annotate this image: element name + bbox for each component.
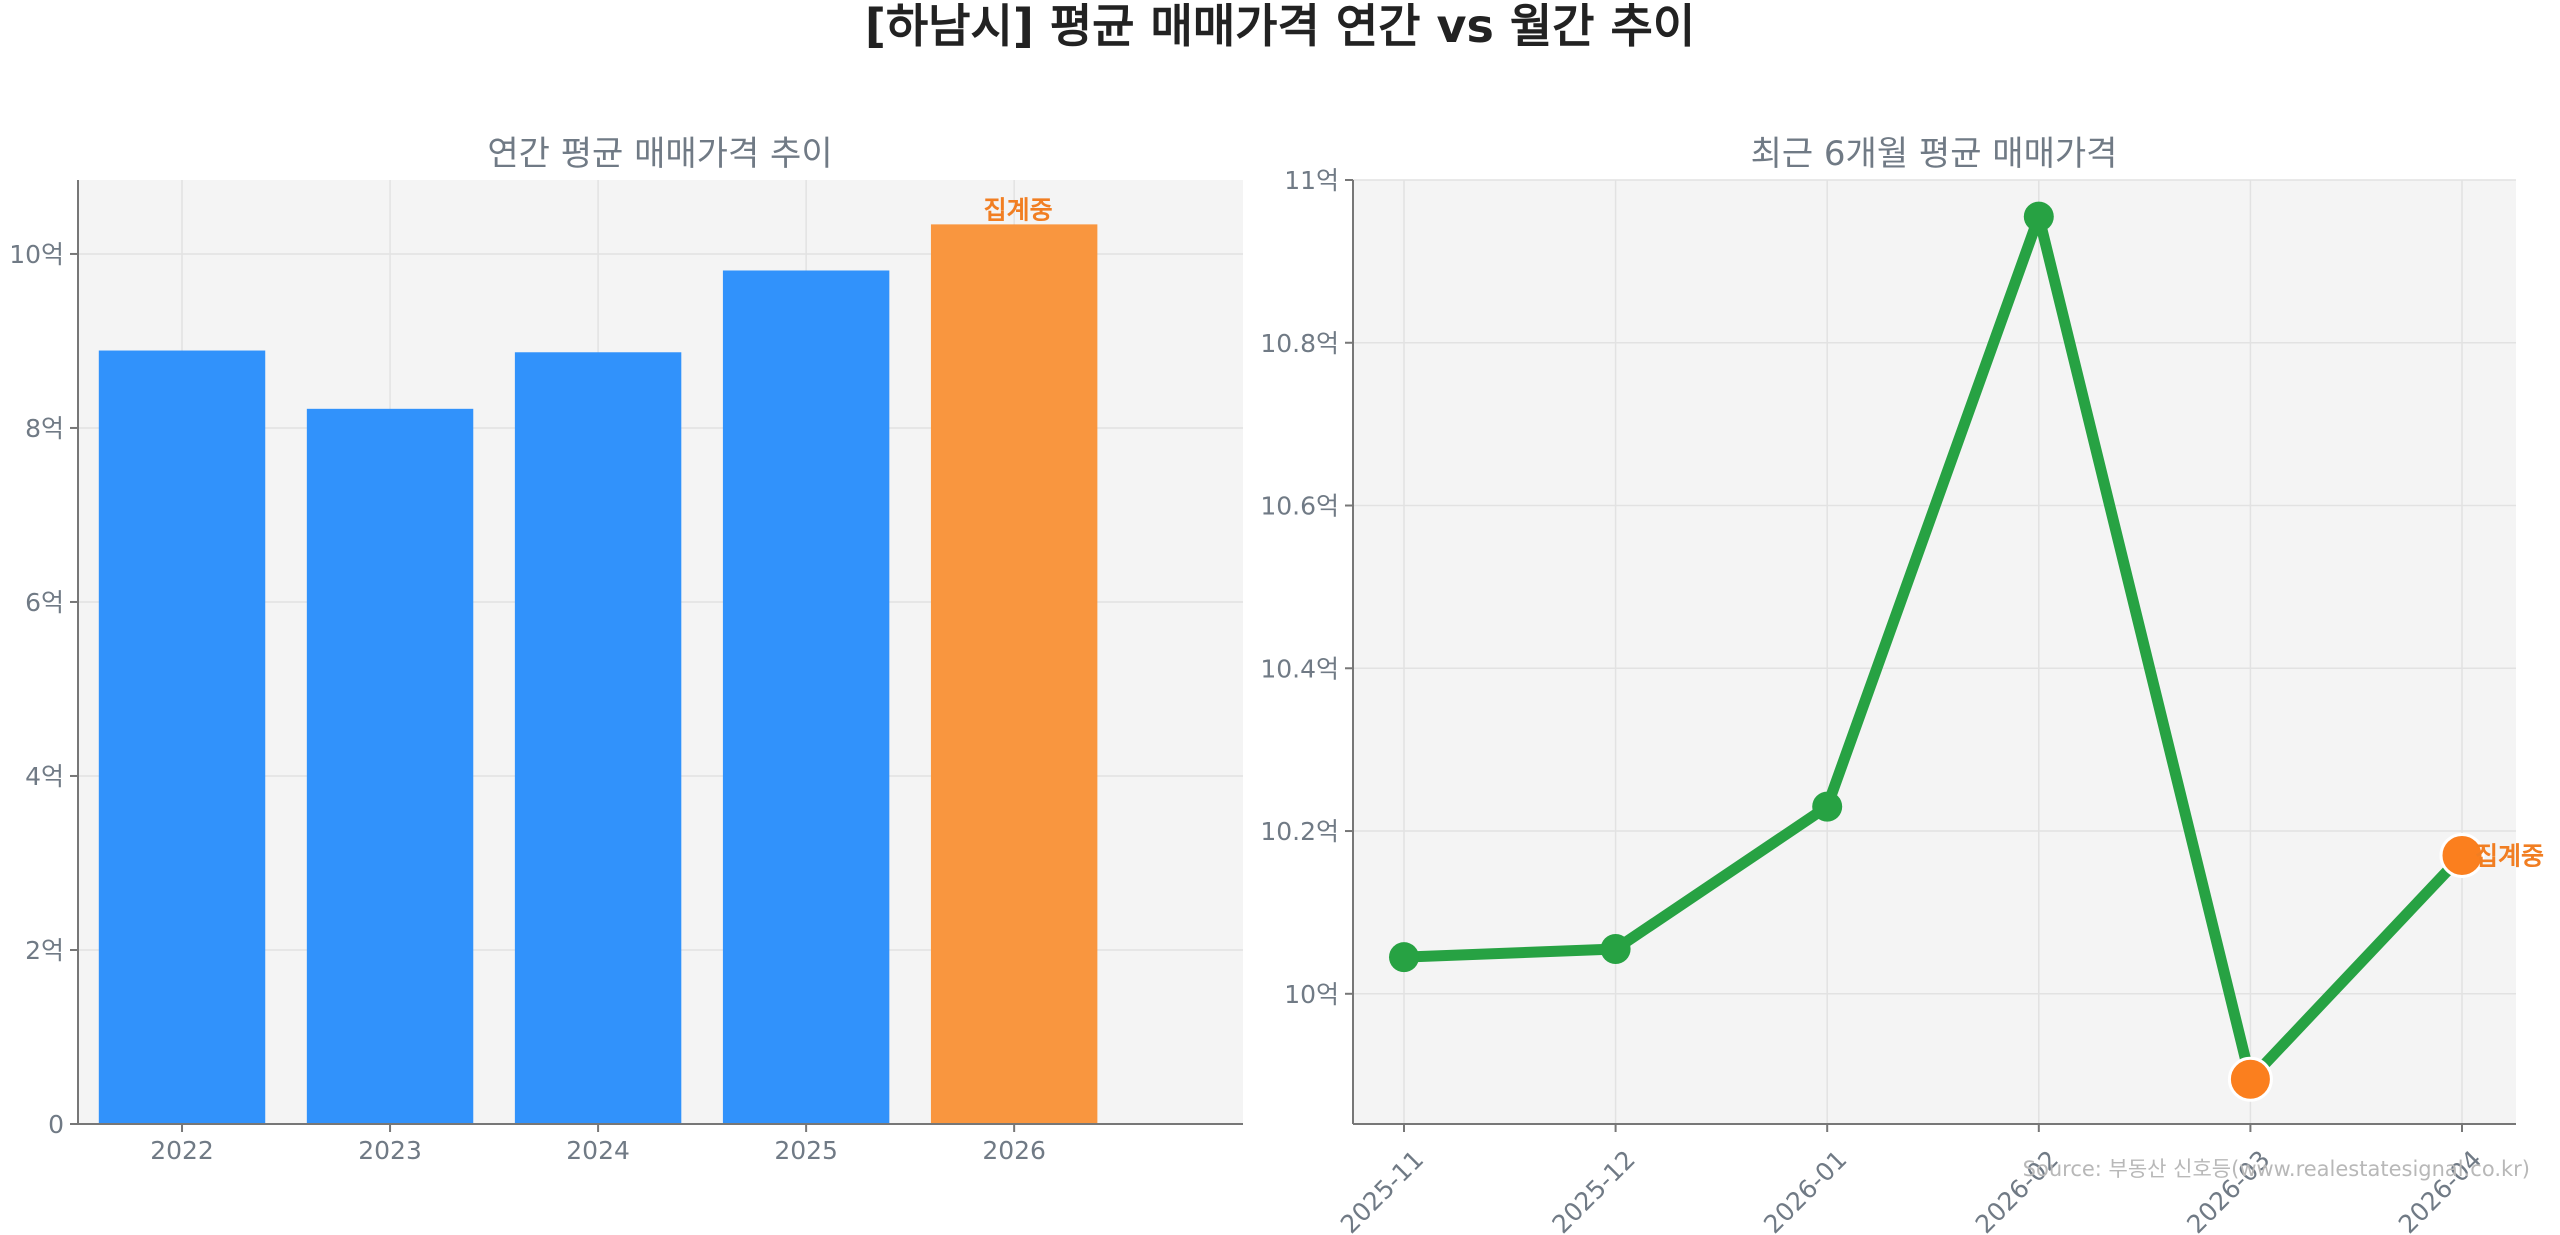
bar-y-tick-label: 4억 bbox=[25, 762, 64, 791]
line-chart-title: 최근 6개월 평균 매매가격 bbox=[1751, 134, 2118, 174]
line-y-tick-label: 10.2억 bbox=[1260, 817, 1339, 846]
bar-chart-title: 연간 평균 매매가격 추이 bbox=[487, 134, 832, 174]
line-point bbox=[1389, 942, 1419, 973]
line-y-tick-label: 10.6억 bbox=[1260, 492, 1339, 521]
bar-x-tick-label: 2026 bbox=[982, 1136, 1046, 1165]
line-y-tick-label: 10.4억 bbox=[1260, 654, 1339, 683]
bar-2026-partial bbox=[930, 224, 1098, 1125]
bar-2025 bbox=[722, 270, 890, 1124]
bar-x-tick-label: 2025 bbox=[774, 1136, 838, 1165]
line-y-tick-label: 11억 bbox=[1284, 166, 1339, 195]
bar-x-tick-label: 2024 bbox=[566, 1136, 630, 1165]
bar-y-tick-label: 0 bbox=[48, 1110, 64, 1139]
line-y-tick-label: 10억 bbox=[1284, 980, 1339, 1009]
bar-y-tick-label: 6억 bbox=[25, 588, 64, 617]
bar-y-tick-label: 10억 bbox=[9, 240, 64, 269]
line-y-tick-label: 10.8억 bbox=[1260, 329, 1339, 358]
line-x-tick-label: 2026-01 bbox=[1758, 1145, 1852, 1235]
line-x-tick-label: 2025-11 bbox=[1335, 1145, 1429, 1235]
bar-y-tick-label: 8억 bbox=[25, 414, 64, 443]
bar-x-tick-label: 2022 bbox=[150, 1136, 214, 1165]
line-point bbox=[1600, 934, 1631, 965]
line-series bbox=[1398, 211, 2468, 1085]
line-chart-plot-area bbox=[1353, 180, 2516, 1124]
bar-2022 bbox=[98, 350, 266, 1124]
line-point bbox=[2023, 201, 2054, 232]
source-note: Source: 부동산 신호등(www.realestatesignal.co.… bbox=[2023, 1157, 2530, 1181]
annual-bar-chart: 연간 평균 매매가격 추이 0 2억 4억 6억 8억 10억 2022 2023 2024 20… bbox=[9, 134, 1243, 1165]
figure-title: [하남시] 평균 매매가격 연간 vs 월간 추이 bbox=[865, 0, 1695, 53]
line-point-partial bbox=[2227, 1056, 2273, 1102]
bar-y-tick-label: 2억 bbox=[25, 936, 64, 965]
line-point-partial bbox=[2439, 832, 2485, 878]
monthly-line-chart: 최근 6개월 평균 매매가격 10억 10.2억 10.4억 10.6억 10.8억 11… bbox=[1260, 134, 2544, 1235]
line-partial-label: 집계중 bbox=[2475, 841, 2544, 870]
line-point bbox=[1812, 791, 1843, 822]
bar-partial-label: 집계중 bbox=[984, 195, 1053, 224]
bar-2023 bbox=[306, 408, 474, 1124]
bar-2024 bbox=[514, 352, 682, 1124]
line-x-tick-label: 2025-12 bbox=[1546, 1145, 1640, 1235]
bar-x-tick-label: 2023 bbox=[358, 1136, 422, 1165]
